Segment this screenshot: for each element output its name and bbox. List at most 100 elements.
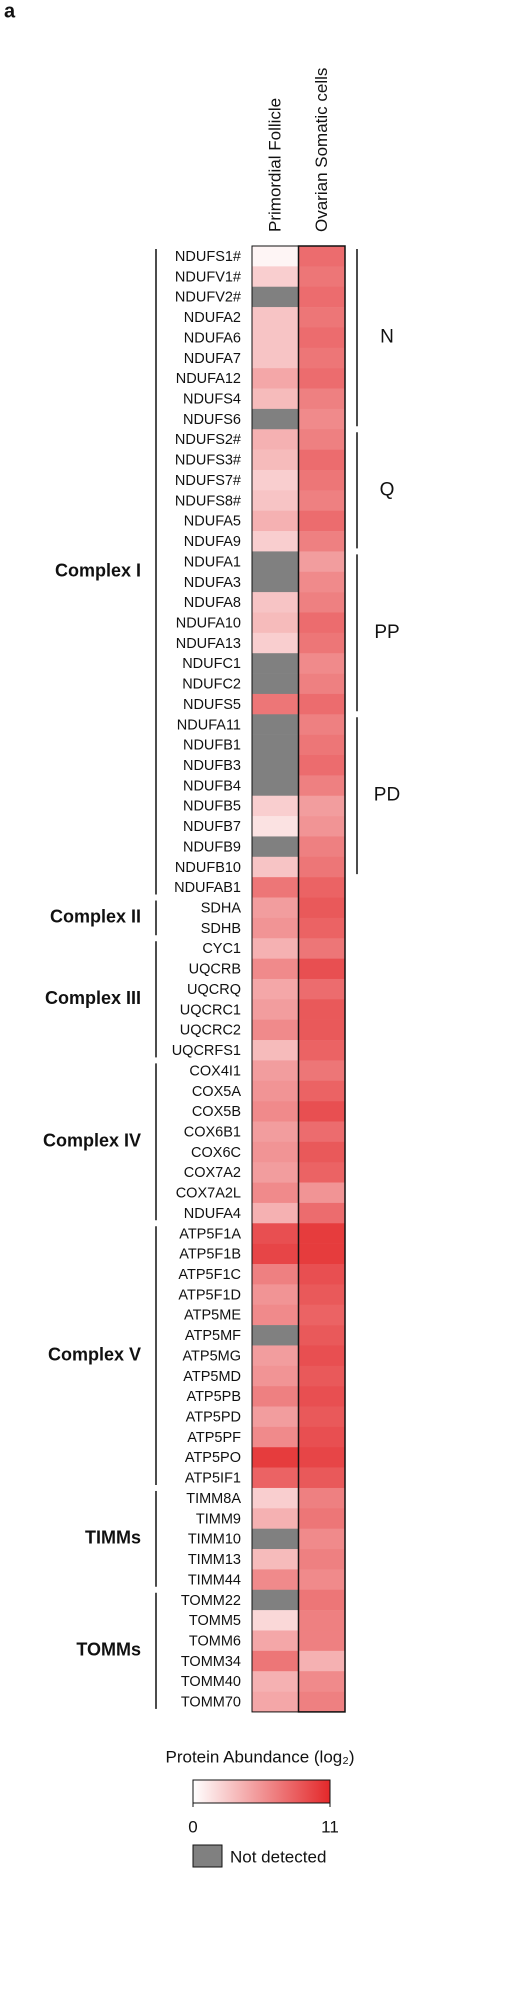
row-label: NDUFA10 — [176, 615, 241, 631]
missing-cell — [252, 775, 299, 797]
row-label: COX4I1 — [189, 1063, 241, 1079]
heat-cell — [298, 1060, 345, 1082]
heat-cell — [298, 958, 345, 980]
row-label: NDUFB3 — [183, 758, 241, 774]
row-label: TOMM70 — [181, 1695, 241, 1711]
heat-cell — [252, 1386, 299, 1407]
heat-cell — [252, 449, 299, 471]
heat-cell — [298, 246, 345, 267]
heat-cell — [252, 1223, 299, 1244]
row-label: ATP5PB — [186, 1389, 241, 1405]
row-label: NDUFA5 — [184, 514, 241, 530]
heat-cell — [298, 1040, 345, 1061]
heat-cell — [298, 1691, 345, 1713]
heat-cell — [252, 1630, 299, 1652]
missing-cell — [252, 551, 299, 573]
row-label: NDUFAB1 — [174, 880, 241, 896]
row-label: NDUFB7 — [183, 819, 241, 835]
heat-cell — [252, 1508, 299, 1529]
row-label: NDUFV1# — [175, 269, 241, 285]
missing-cell — [252, 286, 299, 308]
heat-cell — [298, 1406, 345, 1428]
row-label: NDUFS2# — [175, 432, 241, 448]
heat-cell — [298, 490, 345, 511]
heat-cell — [252, 490, 299, 511]
heat-cell — [298, 347, 345, 369]
heat-cell — [252, 592, 299, 613]
subgroup-label: PD — [374, 785, 400, 806]
heat-cell — [298, 775, 345, 797]
heat-cell — [298, 1325, 345, 1346]
row-label: NDUFA6 — [184, 330, 241, 346]
group-label: Complex V — [48, 1344, 141, 1364]
row-label: UQCRFS1 — [172, 1043, 241, 1059]
subgroup-label: N — [380, 327, 394, 348]
heat-cell — [298, 327, 345, 349]
heat-cell — [298, 1386, 345, 1407]
colorbar — [192, 1779, 331, 1804]
heat-cell — [298, 897, 345, 919]
row-label: NDUFA7 — [184, 351, 241, 367]
heat-cell — [298, 999, 345, 1020]
heat-cell — [298, 877, 345, 898]
row-label: ATP5MD — [183, 1369, 241, 1385]
missing-cell — [252, 1528, 299, 1550]
heat-cell — [298, 1589, 345, 1611]
heat-cell — [298, 307, 345, 328]
heat-cell — [298, 917, 345, 939]
row-label: TOMM5 — [189, 1613, 241, 1629]
heat-cell — [252, 1447, 299, 1468]
heat-cell — [298, 286, 345, 308]
missing-cell — [252, 755, 299, 776]
heat-cell — [298, 1569, 345, 1591]
heat-cell — [252, 897, 299, 919]
missing-cell — [252, 408, 299, 430]
heat-cell — [298, 1243, 345, 1265]
row-label: COX5A — [192, 1084, 241, 1100]
heat-cell — [252, 1264, 299, 1285]
row-label: NDUFA11 — [177, 717, 241, 733]
row-label: COX6C — [191, 1145, 241, 1161]
row-label: UQCRQ — [187, 982, 241, 998]
heat-cell — [252, 1243, 299, 1265]
heat-cell — [252, 693, 299, 715]
row-label: TIMM8A — [186, 1491, 241, 1507]
heat-cell — [298, 1202, 345, 1224]
row-label: COX6B1 — [184, 1124, 241, 1140]
missing-swatch — [192, 1844, 223, 1868]
heat-cell — [252, 368, 299, 389]
row-label: TOMM22 — [181, 1593, 241, 1609]
heat-cell — [298, 693, 345, 715]
row-label: ATP5PO — [185, 1450, 241, 1466]
heat-cell — [252, 816, 299, 837]
row-label: ATP5F1A — [179, 1226, 241, 1242]
heat-cell — [252, 1121, 299, 1143]
heat-cell — [252, 531, 299, 552]
row-label: ATP5ME — [184, 1308, 241, 1324]
colorbar-tick-label: 11 — [321, 1817, 339, 1836]
heat-cell — [252, 1162, 299, 1183]
heat-cell — [252, 1691, 299, 1713]
heat-cell — [298, 856, 345, 878]
row-label: ATP5F1B — [179, 1247, 241, 1263]
row-label: NDUFS7# — [175, 473, 241, 489]
row-label: ATP5F1C — [178, 1267, 241, 1283]
heat-cell — [252, 1569, 299, 1591]
group-label: TIMMs — [85, 1528, 141, 1548]
group-label: Complex II — [50, 907, 141, 927]
row-label: TIMM10 — [188, 1532, 241, 1548]
row-label: NDUFS3# — [175, 453, 241, 469]
row-label: NDUFC1 — [182, 656, 241, 672]
row-label: TOMM6 — [189, 1633, 241, 1649]
row-label: UQCRC1 — [180, 1002, 241, 1018]
heat-cell — [298, 836, 345, 858]
missing-cell — [252, 571, 299, 593]
heat-cell — [298, 653, 345, 674]
heat-cell — [298, 1610, 345, 1631]
column-header: Primordial Follicle — [266, 98, 285, 232]
heat-cell — [298, 612, 345, 634]
heat-cell — [298, 978, 345, 1000]
missing-cell — [252, 1589, 299, 1611]
heat-cell — [298, 1223, 345, 1244]
subgroup-label: Q — [380, 479, 395, 500]
